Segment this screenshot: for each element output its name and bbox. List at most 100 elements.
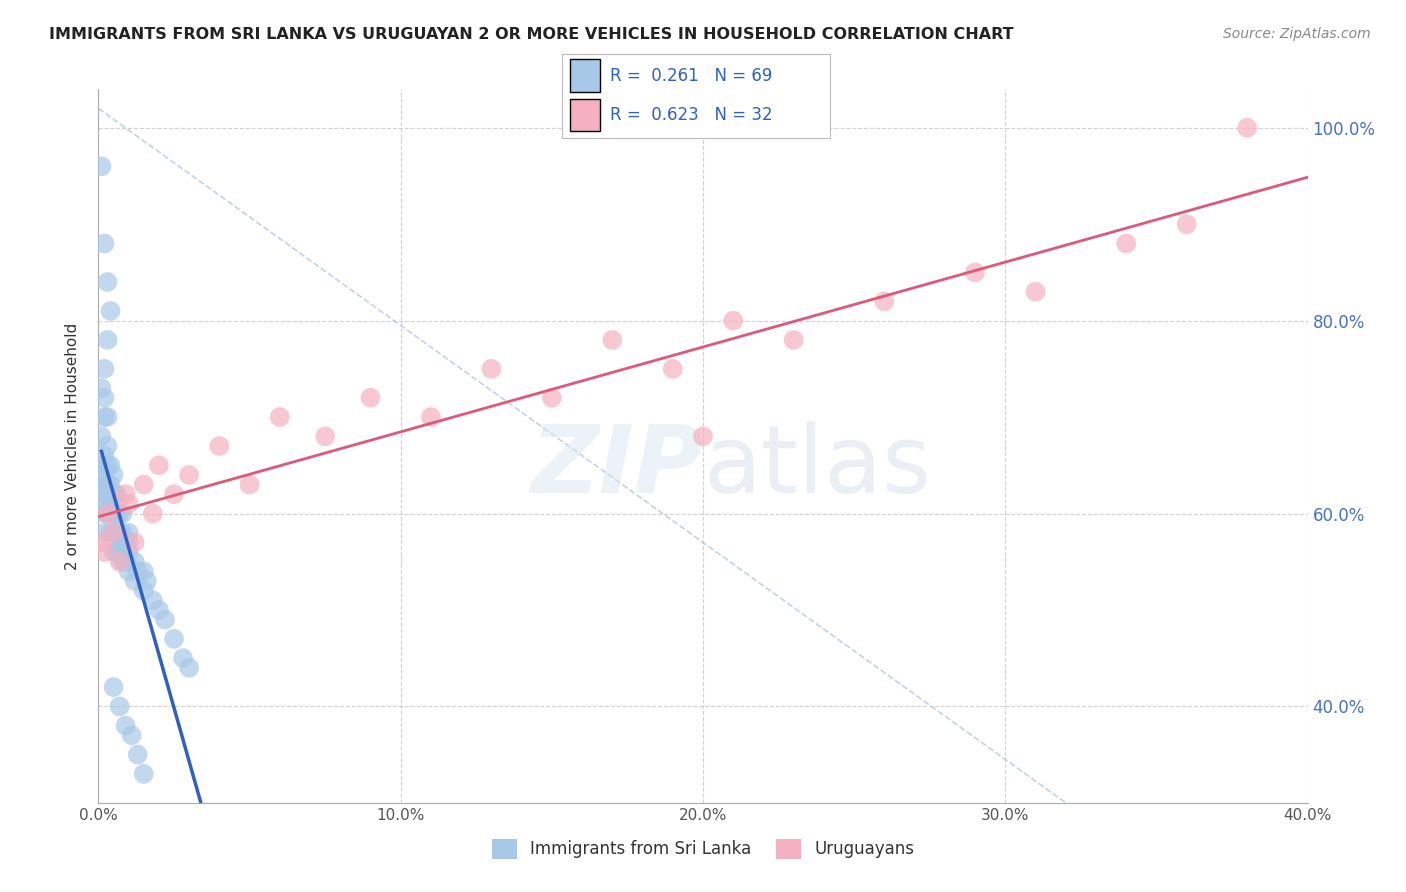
Point — [103, 545, 125, 559]
Point — [93, 507, 115, 521]
Point — [692, 429, 714, 443]
Point — [965, 265, 987, 279]
FancyBboxPatch shape — [571, 60, 600, 92]
Point — [96, 275, 118, 289]
Point — [269, 410, 291, 425]
Point — [90, 497, 112, 511]
Point — [114, 719, 136, 733]
Point — [100, 304, 122, 318]
Point — [1115, 236, 1137, 251]
Point — [103, 507, 125, 521]
Point — [90, 477, 112, 491]
Point — [132, 477, 155, 491]
Point — [179, 661, 201, 675]
Point — [96, 477, 118, 491]
Point — [239, 477, 262, 491]
Point — [602, 333, 624, 347]
Point — [103, 467, 125, 482]
Point — [111, 525, 134, 540]
Point — [124, 574, 146, 588]
Point — [124, 535, 146, 549]
Point — [90, 429, 112, 443]
Point — [108, 699, 131, 714]
Text: Source: ZipAtlas.com: Source: ZipAtlas.com — [1223, 27, 1371, 41]
Point — [108, 525, 131, 540]
Point — [118, 525, 141, 540]
Text: R =  0.623   N = 32: R = 0.623 N = 32 — [610, 106, 773, 124]
Point — [111, 507, 134, 521]
Point — [105, 487, 128, 501]
Point — [103, 487, 125, 501]
Point — [360, 391, 382, 405]
Point — [93, 236, 115, 251]
Point — [93, 467, 115, 482]
Point — [723, 313, 745, 327]
Point — [96, 507, 118, 521]
Point — [1175, 217, 1198, 231]
Point — [93, 525, 115, 540]
Y-axis label: 2 or more Vehicles in Household: 2 or more Vehicles in Household — [65, 322, 80, 570]
Point — [314, 429, 336, 443]
Point — [100, 497, 122, 511]
Point — [100, 458, 122, 473]
Point — [103, 525, 125, 540]
Point — [100, 525, 122, 540]
Point — [132, 767, 155, 781]
Point — [114, 555, 136, 569]
Point — [142, 593, 165, 607]
Point — [96, 439, 118, 453]
Point — [93, 545, 115, 559]
Point — [127, 747, 149, 762]
Point — [105, 545, 128, 559]
Point — [148, 603, 170, 617]
Point — [118, 545, 141, 559]
Text: ZIP: ZIP — [530, 421, 703, 514]
Point — [105, 525, 128, 540]
Point — [96, 458, 118, 473]
FancyBboxPatch shape — [571, 99, 600, 131]
Point — [100, 507, 122, 521]
Point — [90, 159, 112, 173]
Point — [163, 487, 186, 501]
Point — [90, 381, 112, 395]
Point — [111, 555, 134, 569]
Point — [96, 487, 118, 501]
Point — [132, 565, 155, 579]
Point — [148, 458, 170, 473]
Point — [124, 555, 146, 569]
Point — [114, 535, 136, 549]
Point — [93, 487, 115, 501]
Point — [111, 535, 134, 549]
Point — [93, 362, 115, 376]
Point — [114, 487, 136, 501]
Point — [420, 410, 443, 425]
Text: atlas: atlas — [703, 421, 931, 514]
Point — [105, 507, 128, 521]
Point — [96, 507, 118, 521]
Point — [108, 555, 131, 569]
Point — [108, 545, 131, 559]
Point — [100, 477, 122, 491]
Text: IMMIGRANTS FROM SRI LANKA VS URUGUAYAN 2 OR MORE VEHICLES IN HOUSEHOLD CORRELATI: IMMIGRANTS FROM SRI LANKA VS URUGUAYAN 2… — [49, 27, 1014, 42]
Point — [96, 410, 118, 425]
Point — [783, 333, 806, 347]
Point — [121, 728, 143, 742]
Point — [142, 507, 165, 521]
Point — [661, 362, 683, 376]
Point — [127, 565, 149, 579]
Point — [93, 391, 115, 405]
Point — [153, 613, 176, 627]
Point — [208, 439, 231, 453]
Point — [132, 583, 155, 598]
Point — [93, 410, 115, 425]
Text: R =  0.261   N = 69: R = 0.261 N = 69 — [610, 67, 773, 85]
Point — [118, 535, 141, 549]
Legend: Immigrants from Sri Lanka, Uruguayans: Immigrants from Sri Lanka, Uruguayans — [485, 832, 921, 866]
Point — [118, 497, 141, 511]
Point — [96, 333, 118, 347]
Point — [135, 574, 157, 588]
Point — [103, 525, 125, 540]
Point — [873, 294, 896, 309]
Point — [481, 362, 503, 376]
Point — [179, 467, 201, 482]
